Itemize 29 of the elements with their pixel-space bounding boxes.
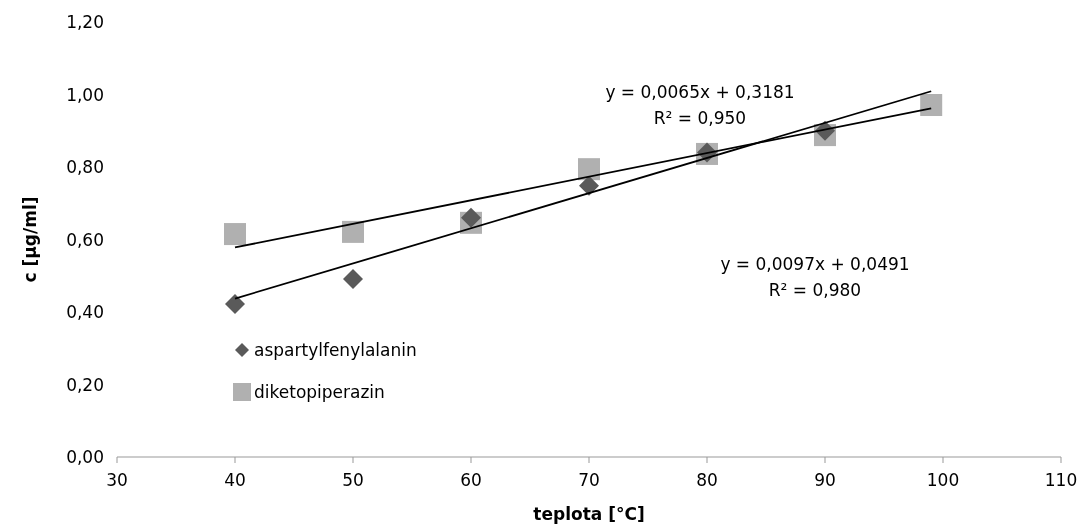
y-axis-title: c [μg/ml] <box>20 196 40 283</box>
x-tick-label: 30 <box>106 470 128 490</box>
point <box>920 94 943 117</box>
y-tick-label: 0,20 <box>66 374 104 395</box>
point <box>224 223 246 246</box>
x-tick-label: 90 <box>814 470 836 490</box>
y-tick-label: 0,00 <box>66 447 104 467</box>
y-tick-label: 1,00 <box>66 84 104 105</box>
x-axis-title: teplota [°C] <box>533 504 645 524</box>
x-tick-label: 100 <box>926 470 960 490</box>
y-tick-label: 0,40 <box>66 302 104 322</box>
y-tick-label: 0,60 <box>66 229 104 250</box>
annotation: y = 0,0097x + 0,0491 R² = 0,980 <box>720 254 910 300</box>
point <box>343 269 363 290</box>
legend-label: aspartylfenylalanin <box>254 340 417 360</box>
point <box>579 175 599 196</box>
y-tick-label: 0,80 <box>66 157 104 177</box>
x-tick-label: 70 <box>578 470 600 490</box>
y-tick-label: 1,20 <box>66 12 104 32</box>
point <box>225 294 245 315</box>
point <box>461 207 481 228</box>
x-tick-label: 110 <box>1044 470 1078 490</box>
x-tick-label: 80 <box>696 470 718 490</box>
x-tick-label: 60 <box>460 470 482 490</box>
x-tick-label: 40 <box>224 470 246 490</box>
legend-label: diketopiperazin <box>254 382 385 402</box>
x-tick-label: 50 <box>342 470 364 490</box>
point <box>342 220 364 243</box>
annotation: y = 0,0065x + 0,3181 R² = 0,950 <box>605 82 795 128</box>
